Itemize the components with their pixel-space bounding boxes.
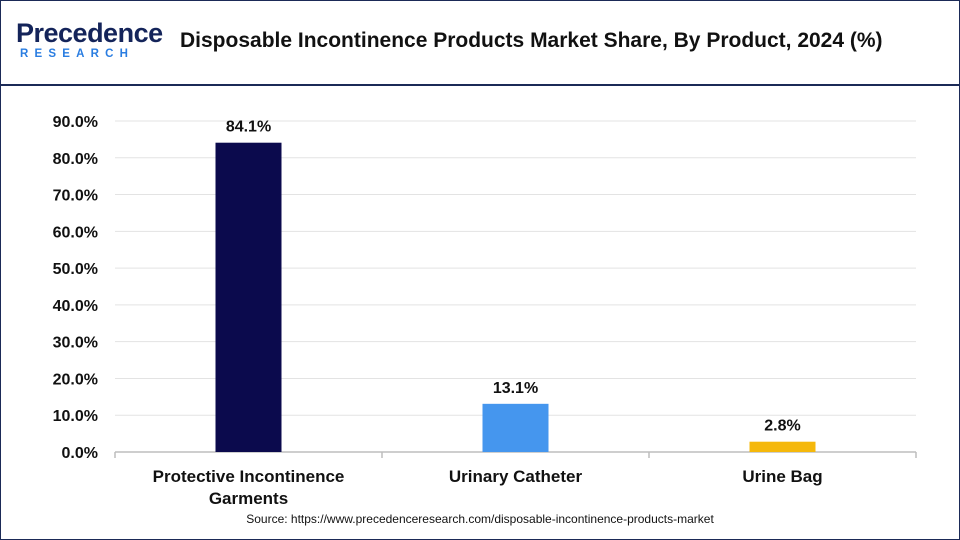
y-tick-label: 10.0% xyxy=(53,408,98,425)
bar xyxy=(749,441,816,452)
x-tick-label: Protective Incontinence xyxy=(153,467,345,486)
bar-chart: 0.0% 10.0% 20.0% 30.0% 40.0% 50.0% 60.0% 70.0% 8… xyxy=(53,114,917,508)
y-tick-label: 30.0% xyxy=(53,335,98,352)
y-tick-label: 90.0% xyxy=(53,114,98,131)
y-tick-label: 0.0% xyxy=(62,445,98,462)
chart-title: Disposable Incontinence Products Market … xyxy=(180,29,883,52)
y-tick-label: 40.0% xyxy=(53,298,98,315)
y-tick-label: 70.0% xyxy=(53,188,98,205)
y-tick-label: 60.0% xyxy=(53,224,98,241)
x-tick-label: Urinary Catheter xyxy=(449,467,583,486)
bar xyxy=(482,403,549,452)
precedence-research-logo: Precedence RESEARCH xyxy=(16,18,163,62)
x-tick-label: Garments xyxy=(209,489,288,508)
y-tick-label: 20.0% xyxy=(53,371,98,388)
x-tick-label: Urine Bag xyxy=(742,467,822,486)
bar xyxy=(215,142,282,452)
y-tick-label: 80.0% xyxy=(53,151,98,168)
data-label: 13.1% xyxy=(493,380,538,397)
logo-subtext: RESEARCH xyxy=(20,48,135,60)
data-label: 2.8% xyxy=(764,418,800,435)
header-bar: Precedence RESEARCH Disposable Incontine… xyxy=(0,0,960,86)
y-tick-label: 50.0% xyxy=(53,261,98,278)
source-note: Source: https://www.precedenceresearch.c… xyxy=(246,512,714,526)
data-label: 84.1% xyxy=(226,119,271,136)
logo-wordmark: Precedence xyxy=(16,18,163,48)
